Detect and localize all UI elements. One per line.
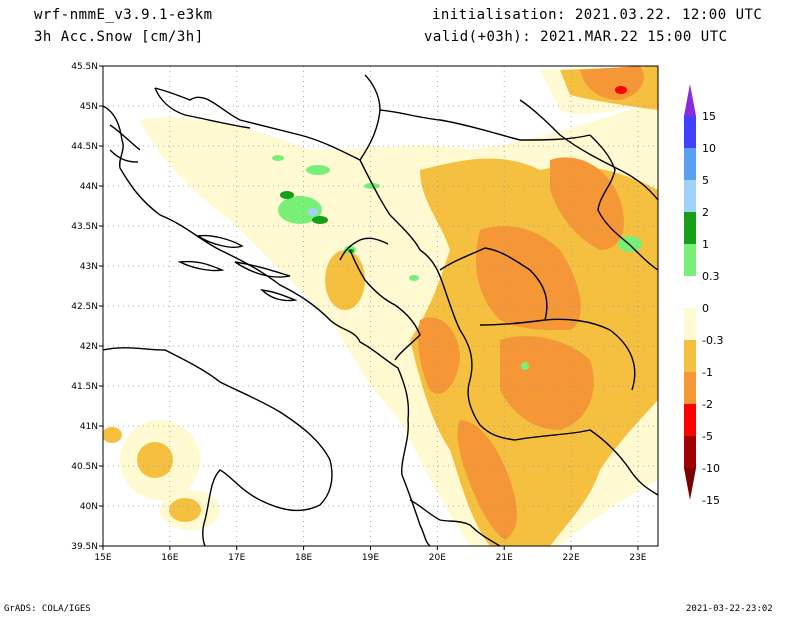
lat-lon-grid xyxy=(103,66,658,546)
lat-tick-label: 43.5N xyxy=(71,222,98,232)
lat-tick-label: 40N xyxy=(80,502,98,512)
colorbar-swatch xyxy=(684,180,696,212)
colorbar-swatch xyxy=(684,372,696,404)
lat-tick-label: 39.5N xyxy=(71,542,98,552)
colorbar-label: -2 xyxy=(702,398,713,411)
colorbar-label: 0 xyxy=(702,302,709,315)
lat-tick-label: 42N xyxy=(80,342,98,352)
lon-tick-label: 23E xyxy=(629,553,646,563)
colorbar-swatch xyxy=(684,148,696,180)
lon-tick-label: 21E xyxy=(496,553,513,563)
colorbar-label: -1 xyxy=(702,366,713,379)
lat-tick-label: 44.5N xyxy=(71,142,98,152)
colorbar-label: 0.3 xyxy=(702,270,720,283)
lon-tick-label: 16E xyxy=(161,553,178,563)
colorbar-max-arrow xyxy=(684,84,696,116)
colorbar-label: 1 xyxy=(702,238,709,251)
colorbar-swatch xyxy=(684,212,696,244)
lat-tick-label: 42.5N xyxy=(71,302,98,312)
snow-map xyxy=(103,66,658,546)
valid-time: valid(+03h): 2021.MAR.22 15:00 UTC xyxy=(424,29,728,45)
lon-tick-label: 20E xyxy=(429,553,446,563)
colorbar-swatch xyxy=(684,308,696,340)
latitude-ticks: 45.5N 45N 44.5N 44N 43.5N 43N 42.5N 42N 41.5N 41N… xyxy=(71,62,103,552)
software-credit: GrADS: COLA/IGES xyxy=(4,604,91,614)
lon-tick-label: 18E xyxy=(295,553,312,563)
lon-tick-label: 17E xyxy=(228,553,245,563)
lon-tick-label: 15E xyxy=(94,553,111,563)
colorbar-swatch xyxy=(684,276,696,308)
model-title: wrf-nmmE_v3.9.1-e3km xyxy=(34,7,213,23)
longitude-ticks: 15E 16E 17E 18E 19E 20E 21E 22E 23E xyxy=(94,546,647,563)
lat-tick-label: 45.5N xyxy=(71,62,98,72)
colorbar-min-arrow xyxy=(684,468,696,500)
colorbar-label: -15 xyxy=(702,494,720,507)
colorbar-label: 2 xyxy=(702,206,709,219)
lat-tick-label: 43N xyxy=(80,262,98,272)
colorbar-label: -0.3 xyxy=(702,334,723,347)
colorbar: 15 10 5 2 1 0.3 0 -0.3 -1 -2 -5 -10 -15 xyxy=(684,84,723,507)
lat-tick-label: 45N xyxy=(80,102,98,112)
lat-tick-label: 44N xyxy=(80,182,98,192)
heavy-snow-areas xyxy=(418,66,644,540)
lat-tick-label: 40.5N xyxy=(71,462,98,472)
lat-tick-label: 41.5N xyxy=(71,382,98,392)
colorbar-label: -5 xyxy=(702,430,713,443)
lat-tick-label: 41N xyxy=(80,422,98,432)
render-timestamp: 2021-03-22-23:02 xyxy=(686,604,773,614)
colorbar-label: 15 xyxy=(702,110,716,123)
lon-tick-label: 19E xyxy=(362,553,379,563)
light-blue-patch xyxy=(308,208,318,216)
colorbar-swatch xyxy=(684,244,696,276)
accumulation-cores xyxy=(280,191,354,253)
init-time: initialisation: 2021.03.22. 12:00 UTC xyxy=(432,7,763,23)
max-snow-spot xyxy=(615,86,627,94)
colorbar-swatch xyxy=(684,116,696,148)
colorbar-swatch xyxy=(684,340,696,372)
colorbar-swatch xyxy=(684,404,696,436)
colorbar-swatch xyxy=(684,436,696,468)
lon-tick-label: 22E xyxy=(563,553,580,563)
colorbar-label: 5 xyxy=(702,174,709,187)
colorbar-label: 10 xyxy=(702,142,716,155)
field-title: 3h Acc.Snow [cm/3h] xyxy=(34,29,204,45)
colorbar-label: -10 xyxy=(702,462,720,475)
coastlines-borders xyxy=(103,74,658,546)
